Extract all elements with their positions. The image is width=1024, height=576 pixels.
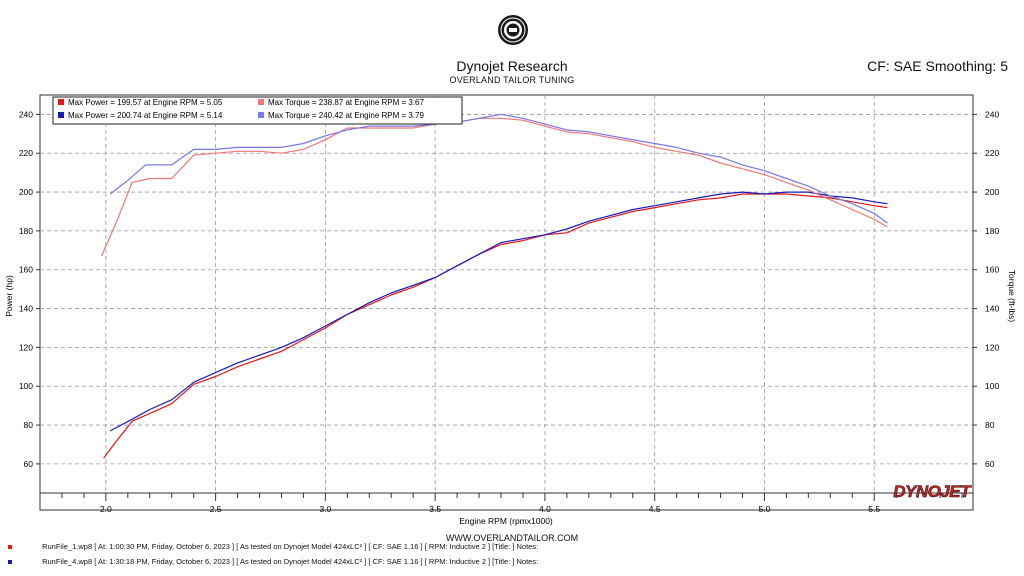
plot-area <box>39 94 974 499</box>
x-tick-label: 2.0 <box>100 504 112 514</box>
legend-swatch-power-run2 <box>58 112 64 118</box>
y-tick-label: 180 <box>19 226 33 236</box>
y2-tick-label: 100 <box>985 381 999 391</box>
y2-tick-label: 240 <box>985 109 999 119</box>
y-tick-label: 80 <box>24 420 34 430</box>
x-axis-band <box>39 492 974 511</box>
run-color-marker-2 <box>8 560 12 565</box>
x-tick-label: 4.5 <box>649 504 661 514</box>
power-run2-line <box>109 191 888 432</box>
y-tick-label: 60 <box>24 459 34 469</box>
y2-axis-label: Torque (ft-lbs) <box>1007 270 1017 323</box>
y-tick-label: 200 <box>19 187 33 197</box>
chart-title: Dynojet Research <box>456 58 568 74</box>
x-axis-label: Engine RPM (rpmx1000) <box>459 516 553 526</box>
torque-run1-line <box>100 117 888 257</box>
y-tick-label: 100 <box>19 381 33 391</box>
legend-swatch-torque-run1 <box>258 99 264 105</box>
run-info-row-2: RunFile_4.wp8 [ At: 1:30:18 PM, Friday, … <box>8 557 538 566</box>
run-info-row-1: RunFile_1.wp8 [ At: 1:00:30 PM, Friday, … <box>8 542 538 551</box>
legend-entry-torque-run2: Max Torque = 240.42 at Engine RPM = 3.79 <box>268 111 425 120</box>
legend: Max Power = 199.57 at Engine RPM = 5.05 … <box>52 96 463 125</box>
y-tick-label: 220 <box>19 148 33 158</box>
chart-subtitle: OVERLAND TAILOR TUNING <box>449 75 575 85</box>
y-axis-label: Power (hp) <box>4 275 14 317</box>
run-info-text-1: RunFile_1.wp8 [ At: 1:00:30 PM, Friday, … <box>42 542 539 551</box>
legend-swatch-power-run1 <box>58 99 64 105</box>
y2-tick-label: 160 <box>985 265 999 275</box>
x-tick-label: 5.5 <box>868 504 880 514</box>
legend-entry-power-run2: Max Power = 200.74 at Engine RPM = 5.14 <box>68 111 223 120</box>
y2-tick-label: 180 <box>985 226 999 236</box>
dynojet-logo-icon <box>497 14 529 46</box>
y2-tick-label: 80 <box>985 420 995 430</box>
torque-run2-line <box>109 113 888 224</box>
legend-box <box>52 96 463 125</box>
y-tick-label: 160 <box>19 265 33 275</box>
correction-factor-label: CF: SAE Smoothing: 5 <box>867 58 1008 74</box>
x-tick-label: 2.5 <box>210 504 222 514</box>
x-tick-label: 3.0 <box>319 504 331 514</box>
y2-tick-label: 220 <box>985 148 999 158</box>
y-tick-label: 240 <box>19 109 33 119</box>
run-color-marker-1 <box>8 545 12 550</box>
x-tick-label: 5.0 <box>759 504 771 514</box>
x-tick-label: 3.5 <box>429 504 441 514</box>
x-tick-label: 4.0 <box>539 504 551 514</box>
dynojet-brand-wordmark: DYNOJET <box>893 482 972 501</box>
y-tick-label: 120 <box>19 342 33 352</box>
legend-entry-power-run1: Max Power = 199.57 at Engine RPM = 5.05 <box>68 98 223 107</box>
y2-tick-label: 200 <box>985 187 999 197</box>
legend-swatch-torque-run2 <box>258 112 264 118</box>
footer-url: WWW.OVERLANDTAILOR.COM <box>445 533 579 543</box>
run-info-text-2: RunFile_4.wp8 [ At: 1:30:18 PM, Friday, … <box>42 557 539 566</box>
y2-tick-label: 120 <box>985 342 999 352</box>
legend-entry-torque-run1: Max Torque = 238.87 at Engine RPM = 3.67 <box>268 98 425 107</box>
y-tick-label: 140 <box>19 304 33 314</box>
y2-tick-label: 140 <box>985 304 999 314</box>
y2-tick-label: 60 <box>985 459 995 469</box>
